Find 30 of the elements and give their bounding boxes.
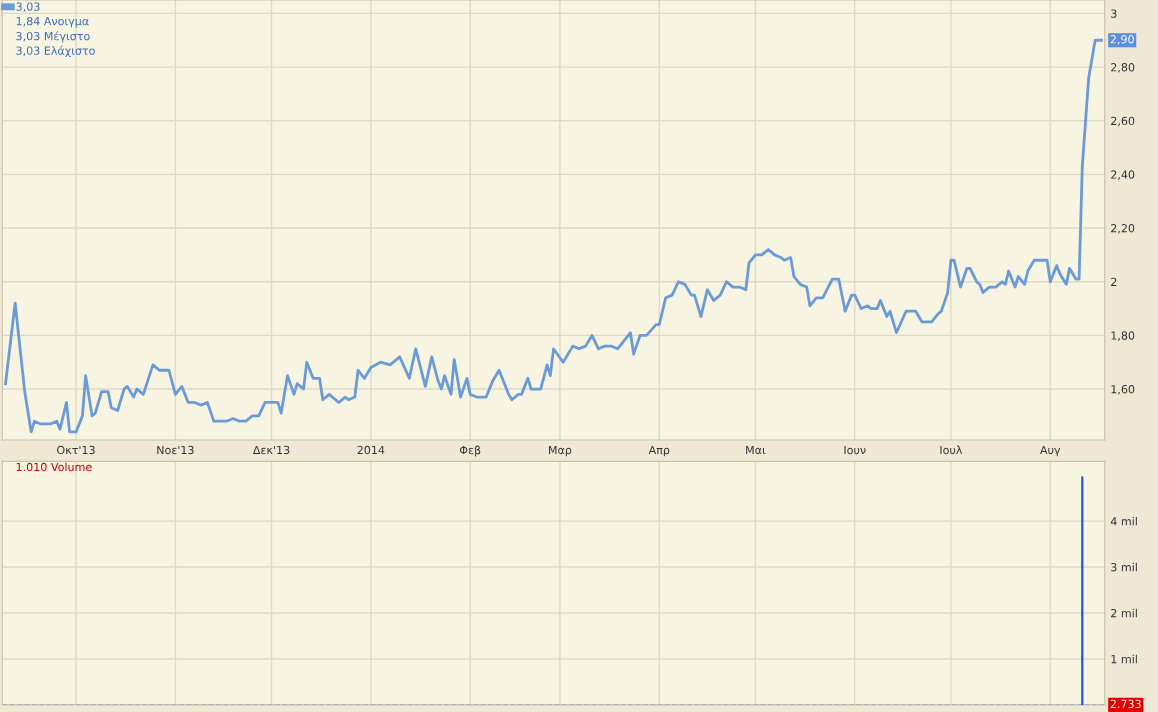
y-tick-label: 2,80 bbox=[1111, 63, 1135, 73]
x-tick-label: Αυγ bbox=[1040, 445, 1061, 457]
y-tick-label: 1 mil bbox=[1111, 654, 1137, 664]
x-tick-label: 2014 bbox=[357, 445, 385, 455]
y-tick-label: 3 mil bbox=[1111, 562, 1137, 572]
annotation: 3,03 Μέγιστο bbox=[16, 31, 90, 43]
x-tick-label: Δεκ'13 bbox=[252, 445, 290, 455]
y-tick-label: 2,60 bbox=[1111, 116, 1135, 127]
legend-label: 3,03 bbox=[16, 2, 40, 12]
annotation: 3,03 Ελάχιστο bbox=[16, 45, 95, 57]
y-tick-label: 3 bbox=[1111, 9, 1117, 18]
x-tick-label: Οκτ'13 bbox=[57, 445, 95, 455]
annotation: 2,90 bbox=[1110, 35, 1134, 45]
annotation: 1,84 Ανοιγμα bbox=[16, 16, 89, 28]
y-tick-label: 4 mil bbox=[1110, 516, 1137, 526]
x-tick-label: Ιουν bbox=[844, 445, 866, 455]
y-tick-label: 2,40 bbox=[1111, 170, 1135, 180]
y-tick-label: 2,20 bbox=[1111, 224, 1135, 234]
annotation: 1.010 Volume bbox=[16, 462, 92, 472]
x-tick-label: Νοε'13 bbox=[157, 445, 194, 455]
annotation: 2.733 bbox=[1110, 699, 1141, 709]
x-tick-label: Απρ bbox=[648, 445, 670, 457]
x-tick-label: Φεβ bbox=[459, 445, 481, 457]
y-tick-label: 1,80 bbox=[1111, 331, 1135, 341]
y-tick-label: 2 bbox=[1111, 277, 1117, 286]
x-tick-label: Μαι bbox=[746, 445, 766, 455]
y-tick-label: 1,60 bbox=[1111, 385, 1135, 395]
x-tick-label: Μαρ bbox=[549, 445, 572, 457]
x-tick-label: Ιουλ bbox=[940, 445, 963, 455]
y-tick-label: 2 mil bbox=[1111, 608, 1137, 618]
